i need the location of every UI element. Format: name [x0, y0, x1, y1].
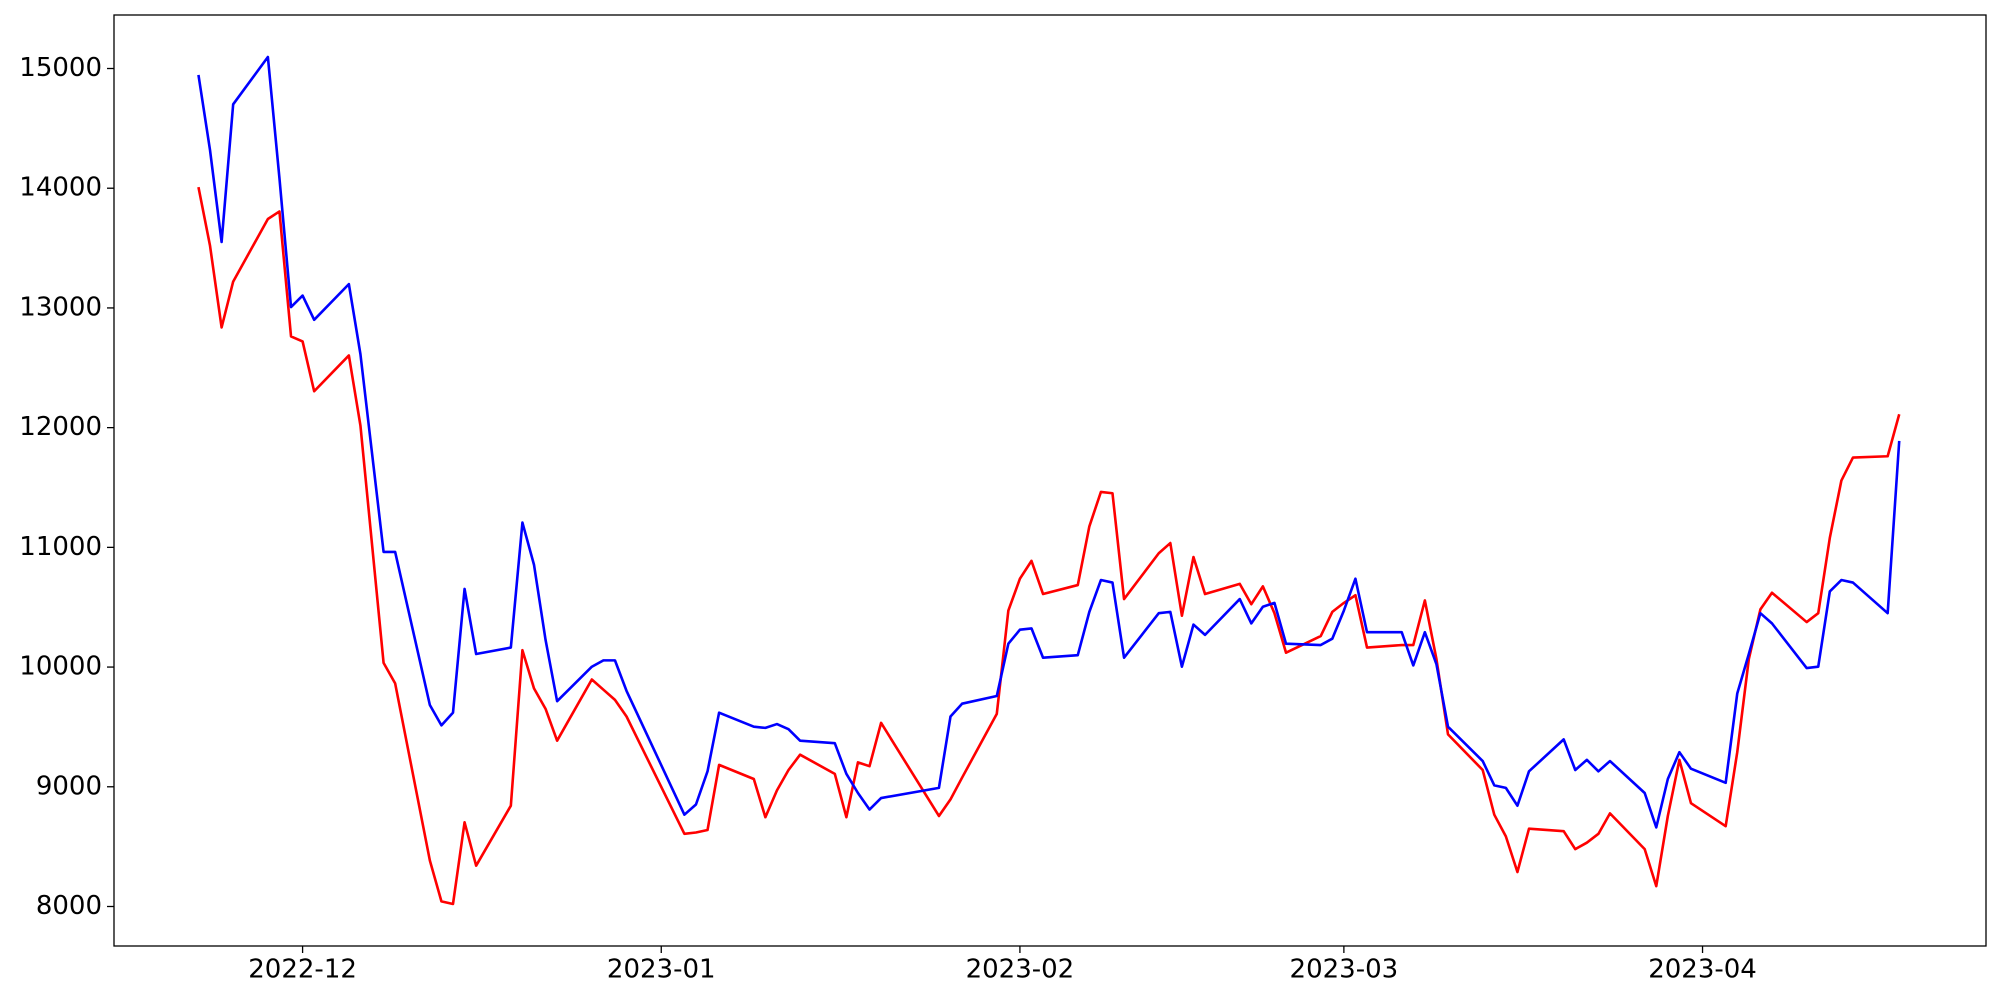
- x-tick-label: 2022-12: [248, 955, 357, 985]
- y-tick-label: 15000: [19, 53, 102, 83]
- y-tick-label: 13000: [19, 292, 102, 322]
- x-tick-label: 2023-01: [607, 955, 716, 985]
- y-tick-label: 14000: [19, 173, 102, 203]
- y-tick-label: 12000: [19, 412, 102, 442]
- x-tick-label: 2023-04: [1648, 955, 1757, 985]
- x-tick-label: 2023-03: [1290, 955, 1399, 985]
- series-line: [197, 186, 1901, 906]
- series-line: [197, 55, 1901, 829]
- y-tick-label: 8000: [36, 891, 102, 921]
- plot-frame: [113, 14, 1987, 947]
- y-tick-label: 10000: [19, 652, 102, 682]
- y-tick-label: 9000: [36, 771, 102, 801]
- y-tick-label: 11000: [19, 532, 102, 562]
- x-tick-label: 2023-02: [966, 955, 1075, 985]
